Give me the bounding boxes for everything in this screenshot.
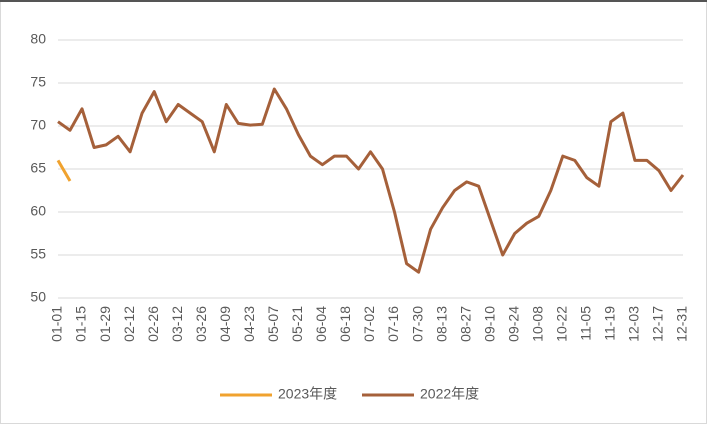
- x-tick-label: 01-29: [97, 306, 113, 342]
- x-tick-label: 07-02: [361, 306, 377, 342]
- x-tick-label: 05-07: [265, 306, 281, 342]
- x-tick-label: 08-13: [433, 306, 449, 342]
- x-tick-label: 09-24: [505, 306, 521, 342]
- y-tick-label: 60: [30, 203, 46, 219]
- x-tick-label: 04-09: [217, 306, 233, 342]
- x-tick-label: 03-26: [193, 306, 209, 342]
- x-tick-label: 10-22: [554, 306, 570, 342]
- y-tick-label: 80: [30, 31, 46, 47]
- y-tick-label: 50: [30, 289, 46, 305]
- x-tick-label: 02-26: [145, 306, 161, 342]
- y-tick-label: 65: [30, 160, 46, 176]
- x-tick-label: 06-04: [313, 306, 329, 342]
- y-tick-label: 75: [30, 74, 46, 90]
- y-tick-label: 70: [30, 117, 46, 133]
- x-tick-label: 11-19: [602, 306, 618, 341]
- x-tick-label: 12-17: [650, 306, 666, 342]
- legend-label: 2022年度: [420, 386, 479, 402]
- x-tick-label: 07-30: [409, 306, 425, 342]
- series-line: [57, 87, 685, 274]
- x-tick-label: 04-23: [241, 306, 257, 342]
- x-tick-label: 12-31: [674, 306, 690, 342]
- x-tick-label: 02-12: [121, 306, 137, 342]
- x-tick-label: 11-05: [578, 306, 594, 341]
- x-tick-label: 01-01: [49, 306, 65, 342]
- x-tick-label: 10-08: [529, 306, 545, 342]
- x-tick-label: 05-21: [289, 306, 305, 342]
- x-tick-label: 01-15: [73, 306, 89, 342]
- x-tick-label: 06-18: [337, 306, 353, 342]
- series-line: [56, 159, 72, 182]
- x-tick-label: 08-27: [457, 306, 473, 342]
- x-tick-label: 09-10: [481, 306, 497, 342]
- legend-label: 2023年度: [278, 386, 337, 402]
- x-tick-label: 03-12: [169, 306, 185, 342]
- y-tick-label: 55: [30, 246, 46, 262]
- x-tick-label: 07-16: [385, 306, 401, 342]
- x-tick-label: 12-03: [626, 306, 642, 342]
